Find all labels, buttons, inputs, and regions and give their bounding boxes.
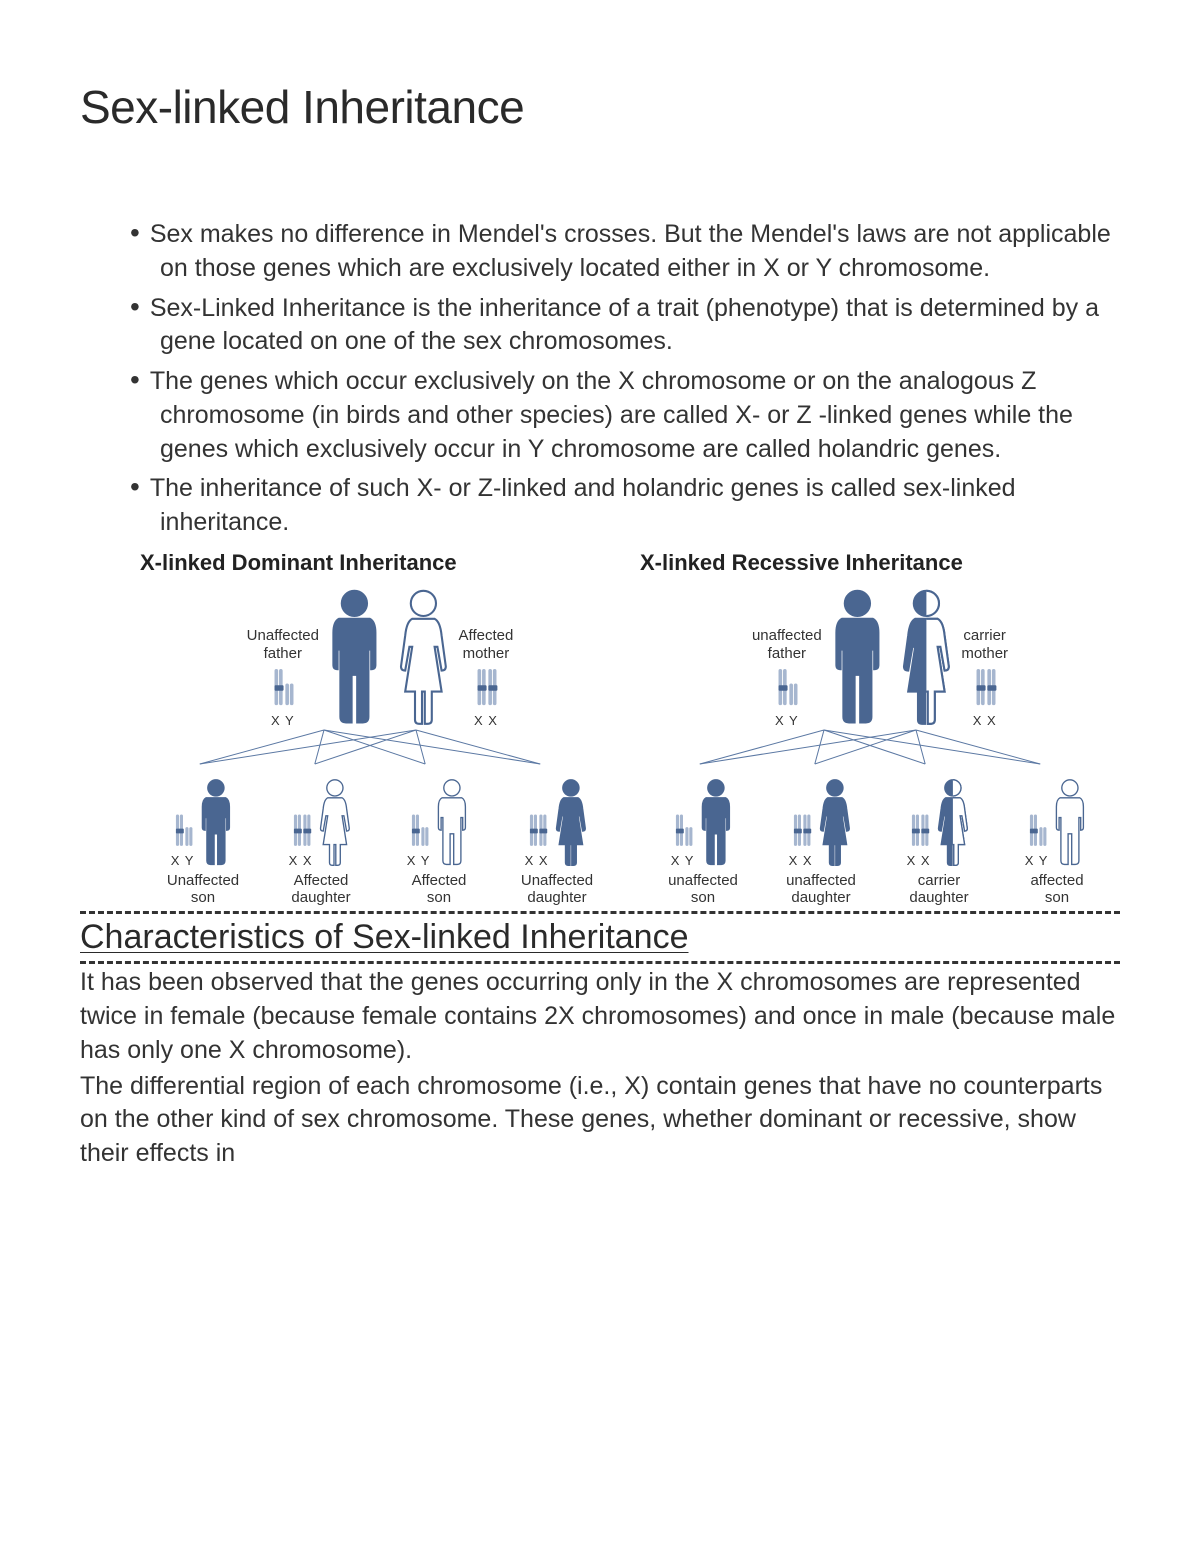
paragraph-1: It has been observed that the genes occu… xyxy=(80,966,1120,1067)
chrom-label: X Y xyxy=(407,853,431,868)
child-label: unaffectedson xyxy=(668,872,738,907)
section-heading: Characteristics of Sex-linked Inheritanc… xyxy=(80,918,1120,957)
chromosome-icon xyxy=(270,665,295,711)
person-icon xyxy=(828,588,887,728)
person-icon xyxy=(697,778,735,868)
child: X X carrierdaughter xyxy=(880,778,998,907)
person-icon xyxy=(934,778,972,868)
person-icon xyxy=(197,778,235,868)
parent-mother: Affectedmother X X xyxy=(394,588,514,728)
father-label: unaffectedfather xyxy=(752,627,822,662)
chromosome-icon xyxy=(408,811,430,851)
divider xyxy=(80,961,1120,964)
diagram-dominant-title: X-linked Dominant Inheritance xyxy=(140,550,620,576)
child-label: affectedson xyxy=(1030,872,1083,907)
chrom-label: X Y xyxy=(671,853,695,868)
chrom-label: X Y xyxy=(1025,853,1049,868)
child-label: Unaffectedson xyxy=(167,872,239,907)
person-icon xyxy=(316,778,354,868)
person-icon xyxy=(897,588,956,728)
child: X X unaffecteddaughter xyxy=(762,778,880,907)
chromosome-icon xyxy=(774,665,799,711)
child: X X Affecteddaughter xyxy=(262,778,380,907)
child: X Y Affectedson xyxy=(380,778,498,907)
chromosome-icon xyxy=(473,665,498,711)
chromosome-icon xyxy=(972,665,997,711)
chromosome-icon xyxy=(908,811,930,851)
child-label: unaffecteddaughter xyxy=(786,872,856,907)
person-icon xyxy=(816,778,854,868)
chrom-label: X Y xyxy=(271,713,295,728)
chromosome-icon xyxy=(672,811,694,851)
child: X Y unaffectedson xyxy=(644,778,762,907)
inheritance-diagrams: X-linked Dominant Inheritance Unaffected… xyxy=(140,550,1120,907)
person-icon xyxy=(394,588,453,728)
page-title: Sex-linked Inheritance xyxy=(80,80,1120,134)
person-icon xyxy=(1051,778,1089,868)
diagram-recessive: X-linked Recessive Inheritance unaffecte… xyxy=(640,550,1120,907)
chrom-label: X Y xyxy=(171,853,195,868)
chromosome-icon xyxy=(172,811,194,851)
diagram-dominant: X-linked Dominant Inheritance Unaffected… xyxy=(140,550,620,907)
child-label: Affecteddaughter xyxy=(291,872,350,907)
diagram-recessive-title: X-linked Recessive Inheritance xyxy=(640,550,1120,576)
chrom-label: X X xyxy=(907,853,931,868)
bullet-item: The genes which occur exclusively on the… xyxy=(130,361,1120,466)
child: X Y Unaffectedson xyxy=(144,778,262,907)
person-icon xyxy=(433,778,471,868)
chrom-label: X X xyxy=(525,853,549,868)
parent-father: unaffectedfather X Y xyxy=(752,588,887,728)
chrom-label: X X xyxy=(973,713,997,728)
person-icon xyxy=(552,778,590,868)
child-label: carrierdaughter xyxy=(909,872,968,907)
bullet-list: Sex makes no difference in Mendel's cros… xyxy=(80,214,1120,540)
inheritance-lines xyxy=(640,728,1100,766)
child-label: Unaffecteddaughter xyxy=(521,872,593,907)
chrom-label: X X xyxy=(474,713,498,728)
parent-father: Unaffectedfather X Y xyxy=(247,588,384,728)
chromosome-icon xyxy=(290,811,312,851)
chrom-label: X X xyxy=(289,853,313,868)
inheritance-lines xyxy=(140,728,600,766)
person-icon xyxy=(325,588,384,728)
bullet-item: Sex-Linked Inheritance is the inheritanc… xyxy=(130,288,1120,360)
chromosome-icon xyxy=(1026,811,1048,851)
paragraph-2: The differential region of each chromoso… xyxy=(80,1070,1120,1171)
child-label: Affectedson xyxy=(412,872,467,907)
child: X X Unaffecteddaughter xyxy=(498,778,616,907)
bullet-item: The inheritance of such X- or Z-linked a… xyxy=(130,468,1120,540)
divider xyxy=(80,911,1120,914)
parent-mother: carriermother X X xyxy=(897,588,1008,728)
mother-label: Affectedmother xyxy=(459,627,514,662)
father-label: Unaffectedfather xyxy=(247,627,319,662)
chrom-label: X Y xyxy=(775,713,799,728)
chrom-label: X X xyxy=(789,853,813,868)
child: X Y affectedson xyxy=(998,778,1116,907)
chromosome-icon xyxy=(526,811,548,851)
mother-label: carriermother xyxy=(961,627,1008,662)
bullet-item: Sex makes no difference in Mendel's cros… xyxy=(130,214,1120,286)
chromosome-icon xyxy=(790,811,812,851)
